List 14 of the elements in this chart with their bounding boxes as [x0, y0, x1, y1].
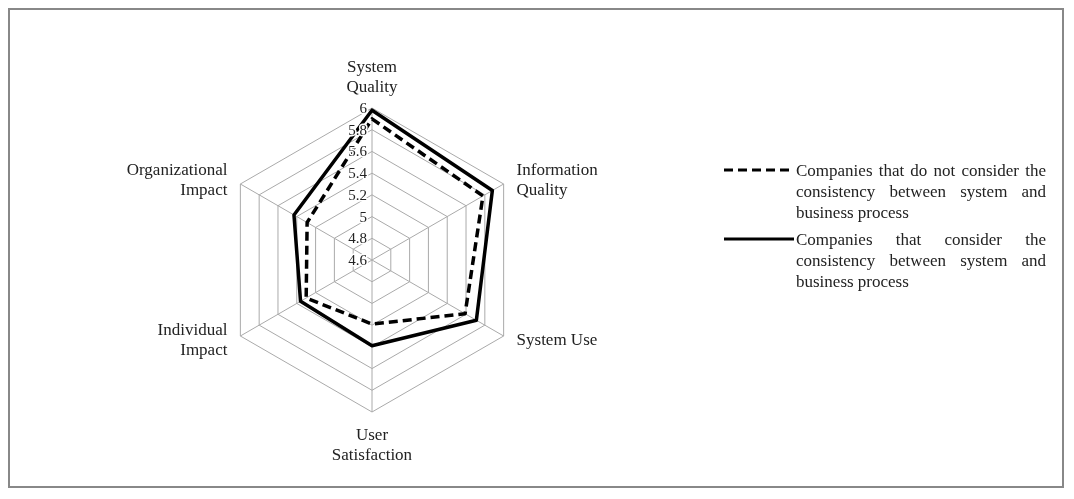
y-tick-label: 5	[359, 208, 367, 225]
spoke-label: User Satisfaction	[331, 425, 413, 464]
y-tick-label: 6	[359, 100, 368, 116]
spoke-label: System Use	[516, 330, 598, 349]
legend-label: Companies that do not consider the consistency between system and business process	[796, 160, 1046, 223]
spoke-label: System Quality	[346, 57, 398, 96]
spoke-label: Individual Impact	[157, 320, 228, 359]
legend-label: Companies that consider the consistency between system and business process	[796, 229, 1046, 292]
y-tick-label: 4.6	[348, 252, 368, 268]
y-tick-label: 4.8	[348, 230, 367, 247]
y-tick-label: 5.2	[348, 186, 367, 203]
spoke-label: Organizational Impact	[126, 160, 228, 199]
y-tick-label: 5.4	[348, 165, 368, 182]
spoke-label: Information Quality	[516, 160, 599, 199]
